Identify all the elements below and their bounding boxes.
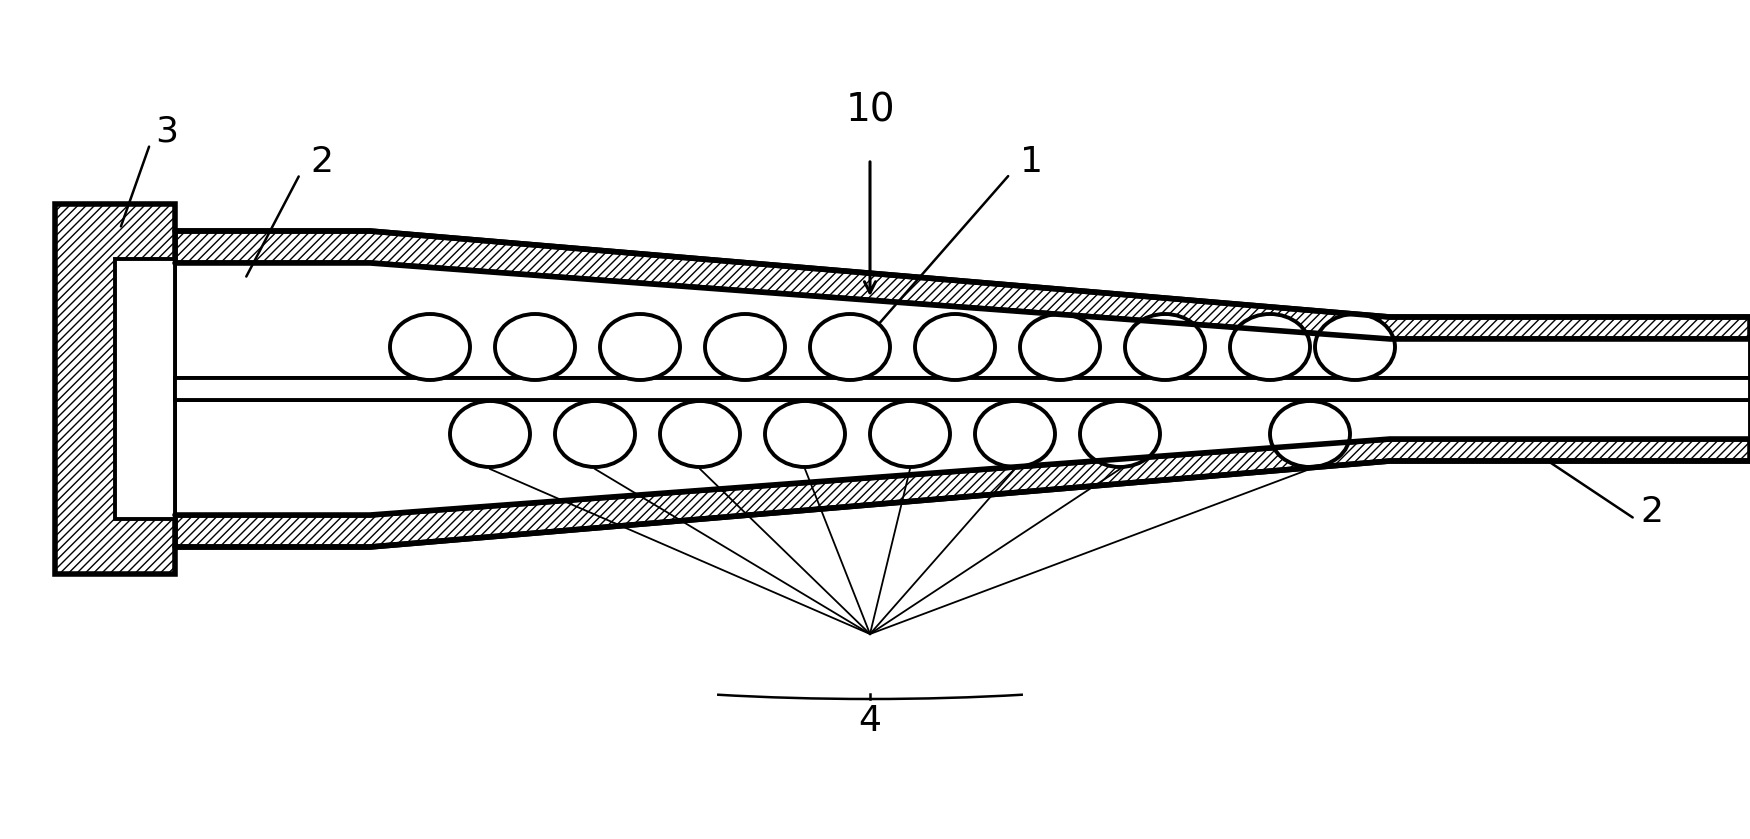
- Ellipse shape: [975, 401, 1055, 467]
- Ellipse shape: [660, 401, 740, 467]
- Ellipse shape: [1270, 401, 1349, 467]
- Ellipse shape: [600, 314, 681, 380]
- Ellipse shape: [1314, 314, 1395, 380]
- Text: 2: 2: [1640, 495, 1662, 529]
- Ellipse shape: [810, 314, 891, 380]
- Text: 4: 4: [859, 704, 882, 738]
- Ellipse shape: [390, 314, 471, 380]
- Polygon shape: [175, 263, 1750, 378]
- Ellipse shape: [870, 401, 950, 467]
- Ellipse shape: [1080, 401, 1160, 467]
- Polygon shape: [175, 378, 1750, 400]
- Ellipse shape: [765, 401, 845, 467]
- Polygon shape: [175, 231, 1750, 339]
- Polygon shape: [116, 259, 175, 519]
- Text: 3: 3: [156, 115, 178, 149]
- Text: 2: 2: [310, 145, 332, 179]
- Ellipse shape: [705, 314, 786, 380]
- Ellipse shape: [555, 401, 635, 467]
- Polygon shape: [54, 204, 175, 574]
- Text: 1: 1: [1020, 145, 1043, 179]
- Text: 10: 10: [845, 91, 894, 129]
- Ellipse shape: [450, 401, 530, 467]
- Ellipse shape: [1230, 314, 1311, 380]
- Polygon shape: [175, 439, 1750, 547]
- Ellipse shape: [1020, 314, 1101, 380]
- Ellipse shape: [1125, 314, 1206, 380]
- Ellipse shape: [915, 314, 996, 380]
- Polygon shape: [175, 400, 1750, 515]
- Ellipse shape: [495, 314, 576, 380]
